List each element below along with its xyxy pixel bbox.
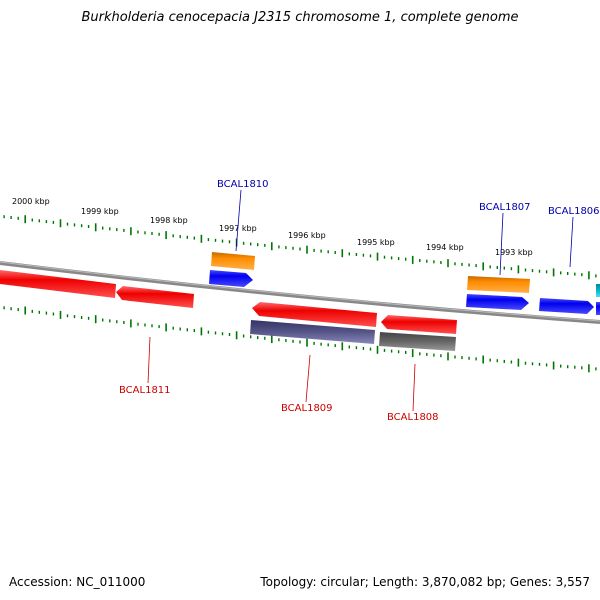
scale-label: 2000 kbp — [12, 197, 50, 206]
cds-reverse-left-edge[interactable] — [0, 270, 116, 298]
gene-label-bcal1807[interactable]: BCAL1807 — [479, 202, 531, 213]
feature-cyan[interactable] — [596, 284, 600, 297]
scale-label: 1995 kbp — [357, 238, 395, 247]
cds-forward-bcal1810[interactable] — [209, 270, 253, 287]
cds-forward-bcal1806[interactable] — [539, 298, 594, 314]
accession-label: Accession: NC_011000 — [9, 575, 146, 589]
leader-line-bcal1808 — [412, 363, 416, 412]
feature-gray-bcal1808[interactable] — [379, 332, 456, 351]
gene-label-bcal1806[interactable]: BCAL1806 — [548, 206, 600, 217]
gene-label-bcal1810[interactable]: BCAL1810 — [217, 179, 269, 190]
feature-orange-bcal1807[interactable] — [467, 276, 530, 293]
inner-scale-track — [3, 306, 597, 373]
scale-label: 1993 kbp — [495, 248, 533, 257]
genome-backbone — [0, 261, 600, 324]
cds-forward-edge[interactable] — [596, 302, 600, 315]
outer-scale-track — [3, 215, 597, 280]
gene-label-bcal1808[interactable]: BCAL1808 — [387, 412, 439, 423]
scale-label: 1999 kbp — [81, 207, 119, 216]
scale-label: 1994 kbp — [426, 243, 464, 252]
leader-line-bcal1807 — [499, 212, 504, 276]
cds-reverse-bcal1811[interactable] — [116, 286, 194, 308]
leader-line-bcal1806 — [569, 216, 574, 268]
gene-label-bcal1811[interactable]: BCAL1811 — [119, 385, 171, 396]
genome-summary: Topology: circular; Length: 3,870,082 bp… — [260, 575, 590, 589]
gene-label-bcal1809[interactable]: BCAL1809 — [281, 403, 333, 414]
page-title: Burkholderia cenocepacia J2315 chromosom… — [81, 10, 519, 25]
leader-line-bcal1809 — [305, 354, 311, 403]
cds-reverse-bcal1809[interactable] — [252, 302, 377, 327]
cds-reverse-bcal1808[interactable] — [381, 315, 457, 334]
scale-label: 1998 kbp — [150, 216, 188, 225]
feature-purple-bcal1809[interactable] — [250, 320, 375, 344]
feature-orange-bcal1810[interactable] — [211, 252, 255, 270]
scale-label: 1996 kbp — [288, 231, 326, 240]
leader-line-bcal1811 — [147, 336, 151, 384]
leader-line-bcal1810 — [235, 189, 242, 252]
cds-forward-bcal1807[interactable] — [466, 294, 529, 310]
